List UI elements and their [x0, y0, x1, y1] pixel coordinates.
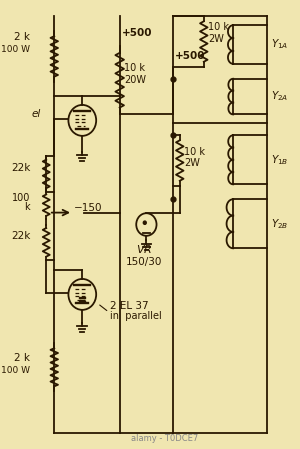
Text: 150/30: 150/30: [125, 257, 162, 267]
Text: $Y_{1B}$: $Y_{1B}$: [271, 153, 288, 167]
Text: el: el: [32, 109, 41, 119]
Text: $VR$: $VR$: [136, 243, 152, 255]
Text: −150: −150: [74, 203, 103, 213]
Text: 10 k: 10 k: [208, 22, 229, 31]
Text: 22k: 22k: [11, 231, 30, 242]
Text: 10 k: 10 k: [184, 146, 205, 157]
Text: $Y_{1A}$: $Y_{1A}$: [271, 38, 288, 52]
Text: 2 k: 2 k: [14, 32, 30, 42]
Text: k: k: [25, 202, 30, 211]
Text: 100: 100: [12, 193, 30, 202]
Text: 100 W: 100 W: [1, 366, 30, 375]
Text: 2W: 2W: [184, 158, 200, 168]
Text: 22k: 22k: [11, 163, 30, 173]
Text: $Y_{2A}$: $Y_{2A}$: [271, 90, 288, 103]
Text: 100 W: 100 W: [1, 45, 30, 54]
Text: 2 EL 37: 2 EL 37: [110, 301, 149, 311]
Text: in  parallel: in parallel: [110, 311, 162, 321]
Text: +500: +500: [122, 27, 152, 38]
Text: $Y_{2B}$: $Y_{2B}$: [271, 217, 288, 231]
Circle shape: [143, 221, 146, 224]
Text: alamy - T0DCE7: alamy - T0DCE7: [131, 434, 199, 443]
Text: 2W: 2W: [208, 34, 224, 44]
Text: +500: +500: [174, 51, 205, 62]
Text: 20W: 20W: [124, 75, 146, 85]
Text: 2 k: 2 k: [14, 353, 30, 363]
Text: 10 k: 10 k: [124, 63, 146, 73]
